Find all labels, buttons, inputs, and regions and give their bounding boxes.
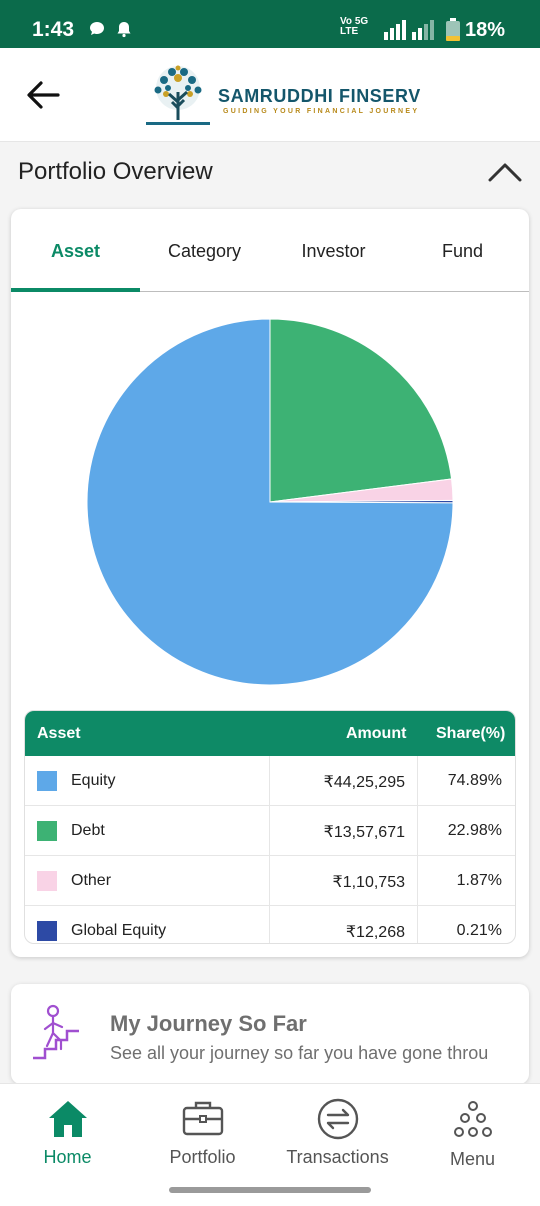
- home-icon: [47, 1098, 89, 1140]
- tree-logo-icon: [144, 62, 212, 133]
- header-asset: Asset: [37, 725, 81, 742]
- row-amount: ₹1,10,753: [332, 874, 405, 891]
- tab-asset[interactable]: Asset: [11, 209, 140, 292]
- table-row: Debt ₹13,57,671 22.98%: [25, 806, 515, 856]
- journey-card[interactable]: My Journey So Far See all your journey s…: [11, 984, 529, 1084]
- chevron-up-icon[interactable]: [487, 160, 523, 189]
- bottom-navigation: Home Portfolio Transactions Menu: [0, 1083, 540, 1206]
- table-header: Asset Amount Share(%): [25, 711, 515, 756]
- nav-label: Transactions: [286, 1147, 389, 1167]
- tab-bar: Asset Category Investor Fund: [11, 209, 529, 292]
- pie-slice-debt[interactable]: [269, 319, 453, 503]
- chat-notification-icon: [88, 20, 106, 43]
- stairs-climb-icon: [31, 1004, 83, 1067]
- legend-swatch: [37, 821, 57, 841]
- row-name: Debt: [71, 822, 105, 839]
- tab-category[interactable]: Category: [167, 241, 242, 261]
- transactions-icon: [317, 1098, 359, 1140]
- row-name: Global Equity: [71, 922, 167, 939]
- back-arrow-icon[interactable]: [22, 74, 64, 116]
- row-share: 0.21%: [456, 922, 502, 939]
- table-row: Global Equity ₹12,268 0.21%: [25, 906, 515, 943]
- header-amount: Amount: [346, 725, 407, 742]
- gesture-home-bar[interactable]: [169, 1187, 371, 1193]
- row-amount: ₹13,57,671: [323, 824, 405, 841]
- row-amount: ₹44,25,295: [323, 774, 405, 791]
- asset-table: Asset Amount Share(%) Equity ₹44,25,295 …: [24, 710, 516, 944]
- nav-label: Menu: [449, 1149, 496, 1169]
- menu-dots-icon: [452, 1098, 494, 1140]
- briefcase-icon: [182, 1098, 224, 1140]
- table-row: Equity ₹44,25,295 74.89%: [25, 756, 515, 806]
- nav-transactions[interactable]: Transactions: [270, 1084, 405, 1184]
- asset-pie-chart: [87, 319, 453, 685]
- nav-portfolio[interactable]: Portfolio: [135, 1084, 270, 1184]
- row-name: Equity: [71, 772, 116, 789]
- row-share: 74.89%: [447, 772, 502, 789]
- tab-investor[interactable]: Investor: [301, 241, 366, 261]
- status-bar: 1:43 Vo 5G LTE 18%: [0, 0, 540, 48]
- row-share: 1.87%: [456, 872, 502, 889]
- portfolio-card: Asset Category Investor Fund Asset Amoun…: [11, 209, 529, 957]
- legend-swatch: [37, 871, 57, 891]
- pie-slice-equity[interactable]: [87, 319, 453, 685]
- legend-swatch: [37, 771, 57, 791]
- nav-menu[interactable]: Menu: [405, 1084, 540, 1184]
- status-time: 1:43: [32, 18, 75, 41]
- header-share: Share(%): [436, 725, 506, 742]
- brand-tagline: GUIDING YOUR FINANCIAL JOURNEY: [223, 108, 420, 115]
- row-amount: ₹12,268: [345, 924, 405, 941]
- journey-title: My Journey So Far: [110, 1011, 307, 1036]
- signal-strength-icon: [384, 19, 440, 46]
- battery-icon: [445, 18, 461, 47]
- page-title: Portfolio Overview: [18, 158, 213, 185]
- legend-swatch: [37, 921, 57, 941]
- row-name: Other: [71, 872, 112, 889]
- tab-fund[interactable]: Fund: [441, 241, 484, 261]
- brand-name: SAMRUDDHI FINSERV: [218, 86, 421, 106]
- app-bar: SAMRUDDHI FINSERV GUIDING YOUR FINANCIAL…: [0, 48, 540, 142]
- nav-label: Portfolio: [169, 1147, 236, 1167]
- nav-label: Home: [43, 1147, 92, 1167]
- journey-subtitle: See all your journey so far you have gon…: [110, 1043, 489, 1063]
- nav-home[interactable]: Home: [0, 1084, 135, 1184]
- row-share: 22.98%: [447, 822, 502, 839]
- table-row: Other ₹1,10,753 1.87%: [25, 856, 515, 906]
- battery-percent: 18%: [465, 19, 506, 41]
- network-indicator: Vo 5G LTE: [340, 16, 369, 37]
- bell-icon: [116, 20, 132, 43]
